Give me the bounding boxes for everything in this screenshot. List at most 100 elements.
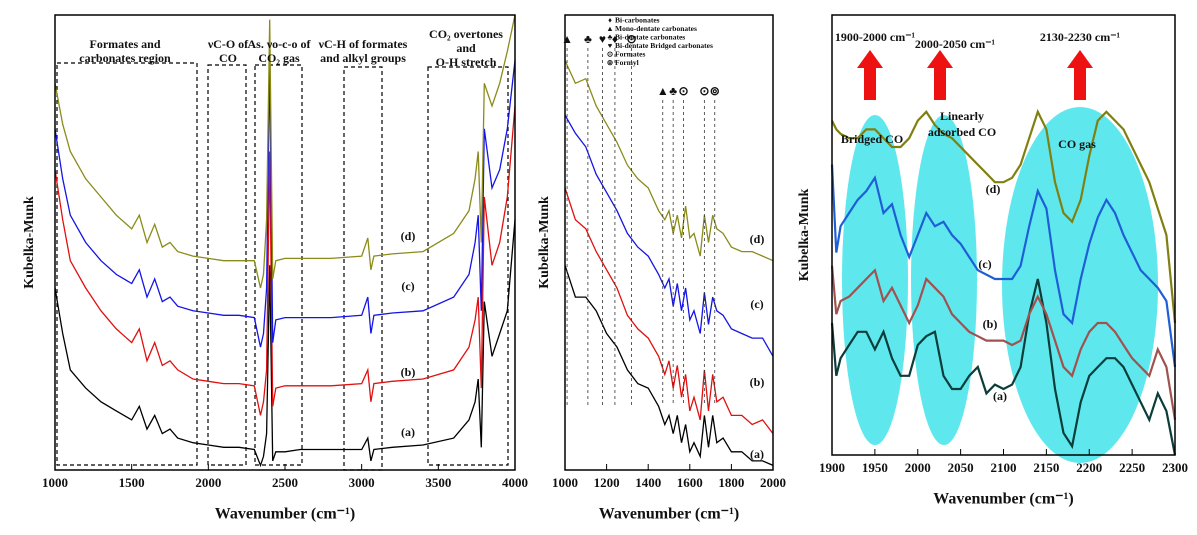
annotation: CO gas <box>1058 137 1096 151</box>
region-boxes <box>56 62 509 471</box>
spectrum-line <box>54 105 516 416</box>
legend-symbol: ♥ <box>608 41 613 50</box>
annotation: 1900-2000 cm⁻¹ <box>835 30 916 44</box>
annotation: Formates and <box>90 37 161 51</box>
series-label: (d) <box>750 232 765 246</box>
spectrum-line <box>564 187 774 434</box>
arrow <box>927 50 953 100</box>
annotation: adsorbed CO <box>928 125 996 139</box>
arrow <box>1067 50 1093 100</box>
legend-label: Formates <box>615 50 645 59</box>
x-tick-label: 1000 <box>552 475 578 490</box>
x-tick-label: 3000 <box>349 475 375 490</box>
band-symbol: ⊙ <box>699 84 709 98</box>
x-tick-label: 3500 <box>425 475 451 490</box>
series-label: (c) <box>750 297 763 311</box>
spectrum-line <box>830 164 1177 368</box>
annotation: Linearly <box>940 109 984 123</box>
spectrum-line <box>564 265 774 466</box>
x-tick-label: 1000 <box>42 475 68 490</box>
annotation: and alkyl groups <box>320 51 406 65</box>
legend-label: Formyl <box>615 58 639 67</box>
spectrum-line <box>830 265 1177 420</box>
legend-symbol: ♦ <box>608 16 612 25</box>
band-symbol: ♥ <box>599 32 606 46</box>
region-arrows <box>857 50 1093 100</box>
series-label: (b) <box>983 317 998 331</box>
x-tick-label: 2050 <box>948 460 974 475</box>
x-tick-label: 2300 <box>1162 460 1188 475</box>
band-symbol: ♦ <box>612 32 618 46</box>
x-tick-label: 2200 <box>1076 460 1102 475</box>
spectrum-line <box>54 60 516 348</box>
series-label: (a) <box>750 447 764 461</box>
x-tick-label: 1400 <box>635 475 661 490</box>
region-box <box>343 66 383 471</box>
x-axis-title: Wavenumber (cm⁻¹) <box>933 491 1073 508</box>
spectrum-line <box>564 60 774 262</box>
annotation: νC-H of formates <box>318 37 408 51</box>
chart-panel: (a) (b) (c) (d) 1900 1950 2000 2050 2100 2150 2200… <box>797 14 1188 508</box>
legend-label: Bi-dentate Bridged carbonates <box>615 41 713 50</box>
x-tick-label: 1950 <box>862 460 888 475</box>
series-label: (c) <box>978 257 991 271</box>
x-tick-label: 1500 <box>119 475 145 490</box>
plot-frame <box>54 14 516 471</box>
series-label: (b) <box>401 365 416 379</box>
x-tick-label: 2500 <box>272 475 298 490</box>
region-box <box>56 62 198 466</box>
annotation: CO <box>219 51 237 65</box>
spectrum-line <box>830 278 1177 456</box>
annotation: Bridged CO <box>841 132 903 146</box>
arrow <box>857 50 883 100</box>
x-tick-label: 1800 <box>718 475 744 490</box>
spectrum-line <box>54 219 516 468</box>
x-tick-label: 1900 <box>819 460 845 475</box>
x-tick-label: 2000 <box>195 475 221 490</box>
spectrum-line <box>54 14 516 289</box>
bridged-co-region <box>842 115 908 445</box>
band-symbol: ♣ <box>584 32 592 46</box>
annotation: νC-O of <box>207 37 249 51</box>
chart-panel: (a) (b) (c) (d) 1000 1500 2000 2500 3000 3500 4000… <box>22 14 528 523</box>
legend-symbol: ⊚ <box>607 58 614 67</box>
series-label: (a) <box>993 389 1007 403</box>
y-axis-title: Kubelka-Munk <box>797 188 812 281</box>
series-label: (b) <box>750 375 765 389</box>
annotation: O-H stretch <box>436 55 497 69</box>
x-axis-title: Wavenumber (cm⁻¹) <box>599 506 739 523</box>
x-axis-title: Wavenumber (cm⁻¹) <box>215 506 355 523</box>
legend-symbol: ♣ <box>608 33 613 42</box>
series-label: (a) <box>401 425 415 439</box>
x-tick-label: 2000 <box>760 475 786 490</box>
series-label: (d) <box>401 229 416 243</box>
annotation: 2000-2050 cm⁻¹ <box>915 37 996 51</box>
spectrum-line <box>831 108 1177 324</box>
series-label: (c) <box>401 279 414 293</box>
spectrum-line <box>564 114 774 357</box>
y-axis-title: Kubelka-Munk <box>537 196 552 289</box>
x-tick-label: 1200 <box>594 475 620 490</box>
band-symbol: ⊚ <box>710 84 720 98</box>
band-symbol: ▲ <box>561 32 573 46</box>
region-box <box>427 66 509 466</box>
band-symbol: ⊙ <box>679 84 689 98</box>
chart-panel: (a) (b) (c) (d) 1000 1200 1400 1600 1800 2000 Wave… <box>537 14 786 523</box>
x-tick-label: 4000 <box>502 475 528 490</box>
series-label: (d) <box>986 182 1001 196</box>
x-tick-label: 2250 <box>1119 460 1145 475</box>
linear-co-region <box>911 115 977 445</box>
legend-label: Mono-dentate carbonates <box>615 24 697 33</box>
annotation: CO₂ overtones <box>429 27 503 41</box>
annotation: 2130-2230 cm⁻¹ <box>1040 30 1121 44</box>
plot-frame <box>564 14 774 471</box>
annotation: CO₂ gas <box>258 51 300 65</box>
legend-label: Bi-carbonates <box>615 16 660 25</box>
band-symbol: ⊙ <box>627 32 637 46</box>
region-box <box>254 64 303 466</box>
y-axis-title: Kubelka-Munk <box>22 196 37 289</box>
x-tick-label: 1600 <box>677 475 703 490</box>
x-tick-label: 2100 <box>991 460 1017 475</box>
band-symbol: ▲ <box>657 84 669 98</box>
legend-label: Bi-dentate carbonates <box>615 33 685 42</box>
